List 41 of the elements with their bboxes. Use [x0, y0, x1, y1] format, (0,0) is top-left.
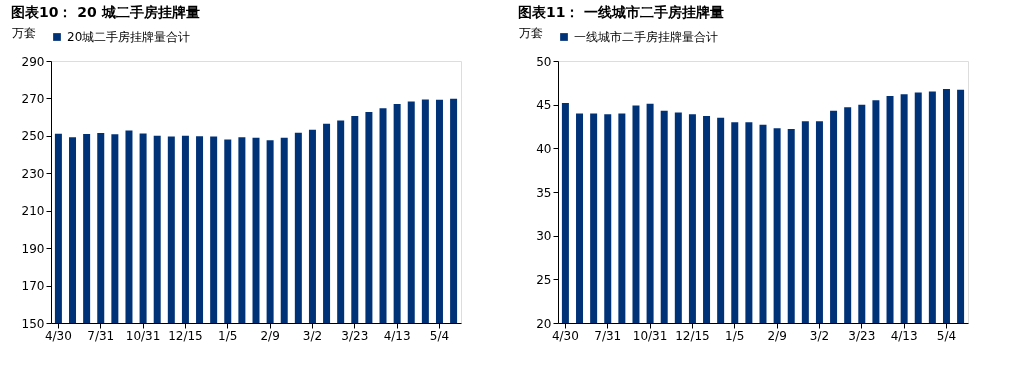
y-tick-label: 35 — [536, 185, 552, 200]
x-tick-label: 5/4 — [429, 328, 450, 343]
y-tick-label: 190 — [21, 241, 45, 256]
y-tick-label: 30 — [536, 229, 552, 244]
x-tick-label: 4/13 — [383, 328, 411, 343]
y-tick-label: 20 — [536, 316, 552, 331]
y-axis-title: 万套 — [518, 25, 543, 40]
y-tick-label: 40 — [536, 141, 552, 156]
chart-title: 图表11： 一线城市二手房挂牌量 — [518, 4, 725, 20]
chart-title: 图表10： 20 城二手房挂牌量 — [11, 4, 200, 20]
x-tick-label: 1/5 — [218, 328, 238, 343]
x-tick-label: 1/5 — [725, 328, 745, 343]
x-tick-label: 10/31 — [125, 328, 161, 343]
x-tick-label: 3/2 — [302, 328, 323, 343]
x-tick-label: 3/23 — [341, 328, 369, 343]
y-tick-label: 45 — [536, 98, 552, 113]
y-axis-title: 万套 — [11, 25, 36, 40]
y-tick-label: 270 — [21, 91, 45, 106]
x-tick-label: 3/23 — [848, 328, 876, 343]
legend-label: 20城二手房挂牌量合计 — [67, 30, 191, 44]
x-tick-label: 7/31 — [87, 328, 115, 343]
y-tick-label: 290 — [21, 54, 45, 69]
x-tick-label: 3/2 — [809, 328, 830, 343]
x-tick-label: 2/9 — [260, 328, 280, 343]
x-tick-label: 12/15 — [675, 328, 710, 343]
y-tick-label: 230 — [21, 166, 45, 181]
x-tick-label: 12/15 — [168, 328, 203, 343]
x-tick-label: 7/31 — [594, 328, 622, 343]
x-tick-label: 10/31 — [632, 328, 668, 343]
y-tick-label: 25 — [536, 272, 552, 287]
y-tick-label: 150 — [21, 316, 45, 331]
x-tick-label: 4/30 — [44, 328, 72, 343]
x-tick-label: 2/9 — [767, 328, 787, 343]
y-tick-label: 50 — [536, 54, 552, 69]
x-tick-label: 4/13 — [890, 328, 918, 343]
y-tick-label: 210 — [21, 204, 45, 219]
y-tick-label: 250 — [21, 129, 45, 144]
x-tick-label: 5/4 — [936, 328, 957, 343]
y-tick-label: 170 — [21, 279, 45, 294]
legend-label: 一线城市二手房挂牌量合计 — [574, 30, 718, 44]
x-tick-label: 4/30 — [551, 328, 579, 343]
